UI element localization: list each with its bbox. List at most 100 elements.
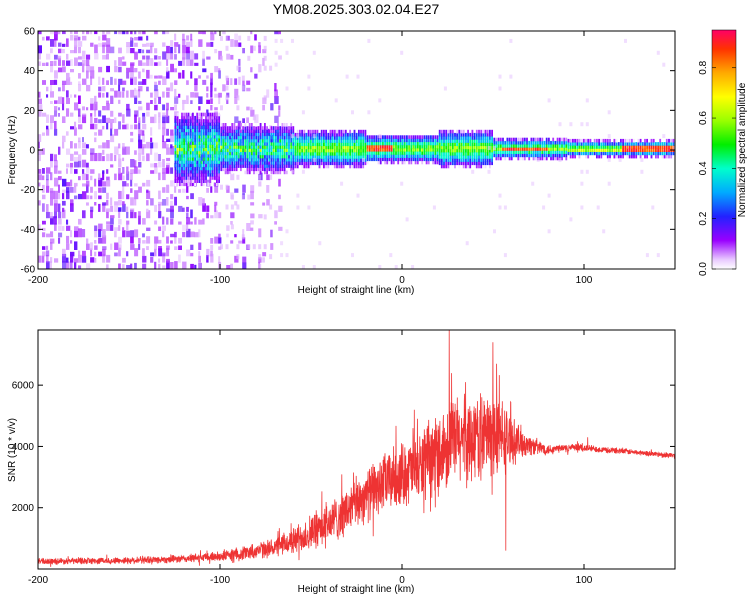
spectrogram-signal-cell [299,161,301,166]
spectrogram-signal-cell [410,160,413,165]
spectrogram-signal-cell [596,154,598,159]
spectrogram-signal-cell [368,141,371,146]
spectrogram-signal-cell [419,154,421,158]
spectrogram-noise-cell [170,262,174,269]
spectrogram-signal-cell [550,144,552,148]
spectrogram-signal-cell [275,145,277,149]
spectrogram-noise-cell [110,88,114,92]
spectrogram-signal-cell [386,138,389,143]
spectrogram-signal-cell [187,157,190,161]
spectrogram-noise-cell [130,63,134,73]
spectrogram-signal-cell [185,134,188,139]
spectrogram-noise-cell [158,161,162,168]
spectrogram-signal-cell [277,148,279,152]
spectrogram-signal-cell [285,132,288,137]
spectrogram-noise-cell [150,170,155,174]
spectrogram-signal-cell [305,139,308,143]
spectrogram-signal-cell [272,157,275,162]
spectrogram-signal-cell [285,154,288,159]
spectrogram-signal-cell [224,170,227,175]
spectrogram-signal-cell [521,153,524,158]
spectrogram-signal-cell [183,166,185,171]
spectrogram-noise-cell [162,216,165,225]
spectrogram-noise-cell [166,147,170,155]
spectrogram-signal-cell [397,144,400,149]
spectrogram-signal-cell [347,142,349,147]
spectrogram-signal-cell [355,148,358,153]
spectrogram-signal-cell [189,119,192,123]
spectrogram-signal-cell [386,151,389,155]
spectrogram-signal-cell [213,169,216,174]
spectrogram-signal-cell [515,140,517,145]
spectrogram-signal-cell [565,156,568,161]
spectrogram-noise-cell [362,157,365,162]
spectrogram-signal-cell [301,142,303,147]
spectrogram-signal-cell [637,151,640,156]
spectrogram-signal-cell [633,154,635,159]
spectrogram-noise-cell [142,31,146,35]
spectrogram-noise-cell [182,261,187,269]
spectrogram-signal-cell [205,166,207,171]
spectrogram-noise-cell [158,211,162,219]
spectrogram-noise-cell [182,207,185,212]
spectrogram-signal-cell [187,150,190,155]
spectrogram-signal-cell [244,164,247,168]
spectrogram-signal-cell [517,144,520,148]
spectrogram-noise-cell [226,225,230,231]
spectrogram-noise-cell [198,75,201,79]
spectrogram-noise-cell [82,59,86,66]
spectrogram-noise-cell [66,235,70,244]
spectrogram-signal-cell [379,148,382,152]
spectrogram-noise-cell [126,46,131,54]
spectrogram-signal-cell [250,151,253,156]
spectrogram-signal-cell [537,144,539,148]
spectrogram-signal-cell [264,167,266,172]
spectrogram-signal-cell [624,145,627,149]
spectrogram-signal-cell [288,138,290,143]
spectrogram-noise-cell [70,179,73,187]
spectrogram-signal-cell [475,155,478,159]
spectrogram-signal-cell [200,163,203,168]
spectrogram-signal-cell [382,157,384,162]
spectrogram-signal-cell [235,142,238,146]
spectrogram-noise-cell [38,51,41,60]
spectrogram-noise-cell [170,205,174,212]
spectrogram-signal-cell [220,145,223,149]
spectrogram-signal-cell [543,140,546,145]
spectrogram-signal-cell [216,115,218,120]
spectrogram-signal-cell [270,132,273,137]
spectrogram-signal-cell [473,145,476,150]
spectrogram-noise-cell [230,39,234,47]
spectrogram-noise-cell [158,116,161,123]
spectrogram-signal-cell [569,138,572,143]
spectrogram-signal-cell [665,151,668,156]
spectrogram-signal-cell [484,158,487,162]
spectrogram-noise-cell [82,250,86,257]
spectrogram-signal-cell [314,161,317,166]
spectrogram-noise-cell [236,204,240,210]
spectrogram-signal-cell [189,115,192,120]
spectrogram-signal-cell [596,145,598,149]
spectrogram-noise-cell [206,86,209,92]
spectrogram-noise-cell [78,73,81,79]
spectrogram-noise-cell [607,134,611,139]
spectrogram-signal-cell [574,142,576,146]
spectrogram-signal-cell [242,148,244,152]
spectrogram-signal-cell [445,152,448,156]
spectrogram-signal-cell [333,136,336,140]
spectrogram-noise-cell [166,217,169,225]
spectrogram-signal-cell [226,129,229,133]
spectrogram-noise-cell [178,245,182,250]
spectrogram-signal-cell [355,158,358,162]
spectrogram-noise-cell [90,42,94,47]
spectrogram-noise-cell [250,67,253,73]
spectrogram-signal-cell [561,147,563,151]
spectrogram-noise-cell [58,87,61,92]
spectrogram-signal-cell [329,145,332,150]
spectrogram-signal-cell [185,157,188,161]
spectrogram-signal-cell [181,176,183,180]
spectrogram-noise-cell [118,200,122,206]
spectrogram-signal-cell [646,151,648,156]
spectrogram-noise-cell [118,84,121,92]
spectrogram-noise-cell [186,59,191,66]
